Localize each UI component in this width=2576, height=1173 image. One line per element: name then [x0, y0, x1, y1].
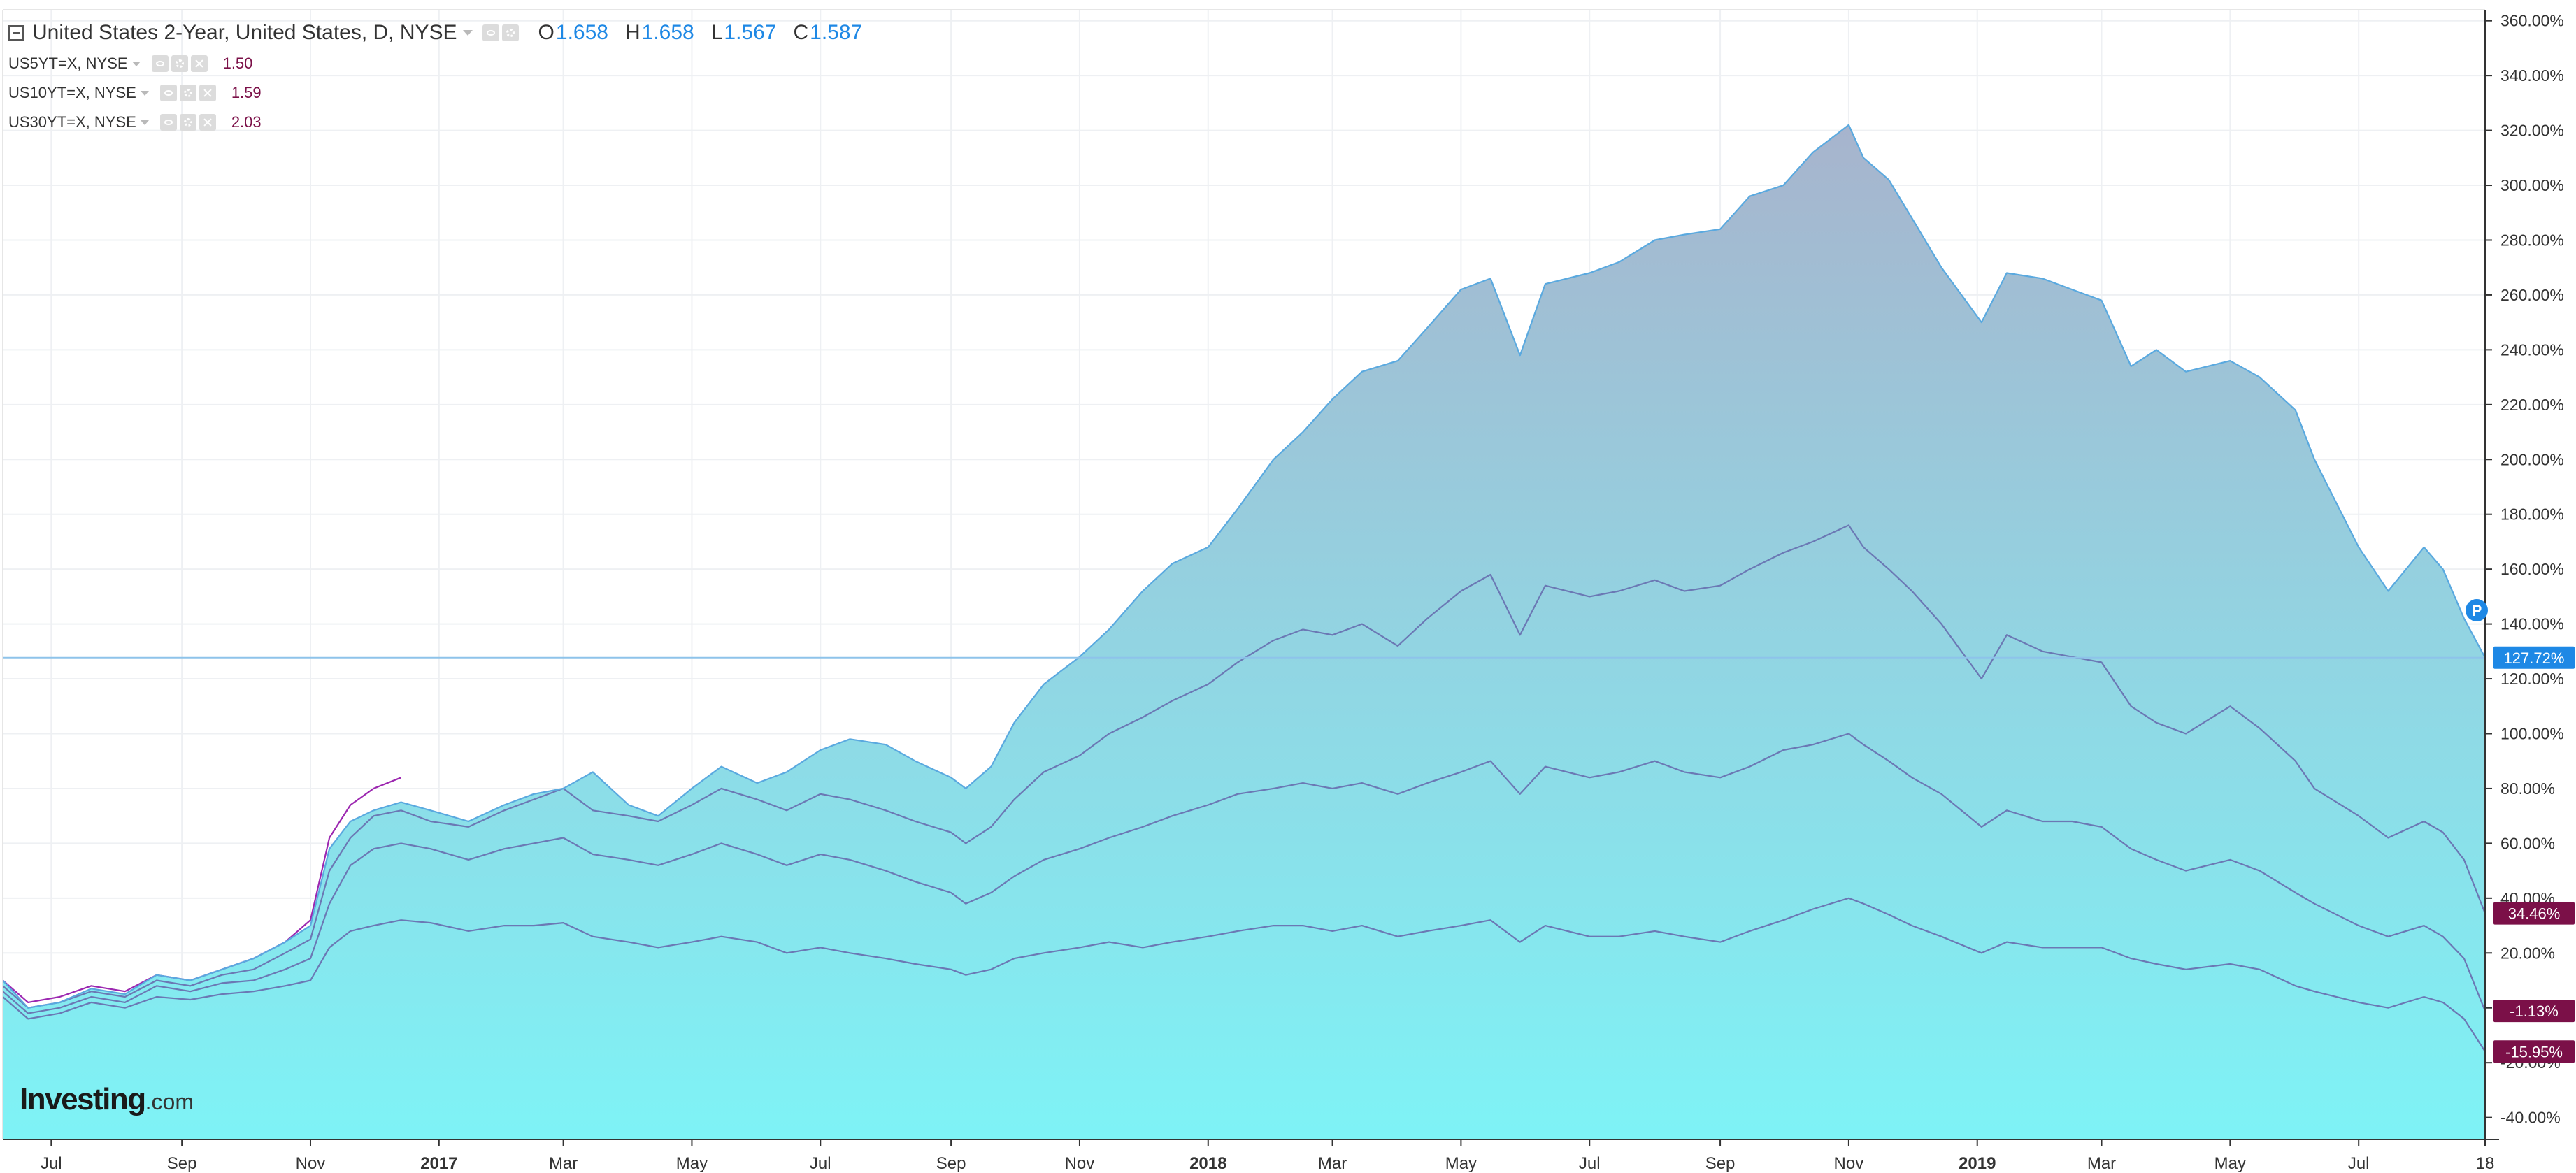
- low-label: L: [710, 21, 723, 44]
- chevron-down-icon[interactable]: [140, 120, 149, 125]
- high-value: 1.658: [641, 21, 694, 44]
- y-tick-label: 360.00%: [2500, 12, 2564, 30]
- series-line: [3, 524, 2485, 1009]
- price-badge-label: -1.13%: [2510, 1002, 2559, 1020]
- x-tick-label: May: [676, 1154, 708, 1173]
- x-tick-label: May: [1445, 1154, 1477, 1173]
- y-tick-label: 320.00%: [2500, 122, 2564, 140]
- investing-logo: Investing.com: [20, 1082, 194, 1117]
- price-badge: [2493, 1000, 2575, 1023]
- x-tick-label: Mar: [549, 1154, 578, 1173]
- eye-icon[interactable]: [159, 114, 177, 131]
- eye-icon[interactable]: [151, 55, 169, 72]
- high-label: H: [624, 21, 641, 44]
- x-tick-label: Sep: [1705, 1154, 1736, 1173]
- y-tick-label: 180.00%: [2500, 505, 2564, 524]
- price-badge: [2493, 1040, 2575, 1063]
- y-tick-label: 200.00%: [2500, 450, 2564, 468]
- price-badge-label: -15.95%: [2505, 1043, 2563, 1060]
- logo-text: Investing: [20, 1082, 146, 1116]
- low-value: 1.567: [724, 21, 777, 44]
- gear-icon[interactable]: [179, 85, 196, 101]
- x-tick-label: Jul: [2348, 1154, 2370, 1173]
- open-value: 1.658: [555, 21, 608, 44]
- legend-sub-row-us5yt[interactable]: US5YT=X, NYSE 1.50: [8, 49, 862, 78]
- legend-sub-row-us30yt[interactable]: US30YT=X, NYSE 2.03: [8, 108, 862, 137]
- close-icon[interactable]: [199, 114, 216, 131]
- frame-layer: [2, 9, 2499, 1146]
- p-marker-icon: [2466, 598, 2488, 621]
- price-badge: [2493, 902, 2575, 925]
- y-tick-label: 300.00%: [2500, 176, 2564, 194]
- x-tick-label: Mar: [2087, 1154, 2116, 1173]
- series-line: [3, 897, 2485, 1052]
- x-tick-label: 2019: [1959, 1154, 1996, 1173]
- x-tick-label: Sep: [167, 1154, 197, 1173]
- chevron-down-icon[interactable]: [462, 30, 473, 36]
- gear-icon[interactable]: [179, 114, 196, 131]
- y-tick-label: 60.00%: [2500, 834, 2555, 852]
- series-line: [3, 733, 2485, 1014]
- sub-series-value: 1.59: [231, 84, 262, 101]
- sub-series-value: 1.50: [222, 55, 253, 72]
- price-badge-label: 127.72%: [2504, 649, 2565, 667]
- close-label: C: [793, 21, 809, 44]
- gear-icon[interactable]: [171, 55, 188, 72]
- collapse-icon[interactable]: [8, 25, 24, 41]
- sub-series-name: US10YT=X, NYSE: [8, 84, 136, 101]
- series-line: [3, 124, 2485, 1009]
- x-tick-label: 2017: [420, 1154, 457, 1173]
- y-tick-label: 340.00%: [2500, 66, 2564, 85]
- x-tick-label: May: [2214, 1154, 2246, 1173]
- open-label: O: [538, 21, 554, 44]
- eye-icon[interactable]: [482, 24, 499, 41]
- close-icon[interactable]: [190, 55, 208, 72]
- sub-series-name: US30YT=X, NYSE: [8, 113, 136, 131]
- series-area-fill: [3, 124, 2485, 1139]
- y-tick-label: 220.00%: [2500, 396, 2564, 414]
- main-series-title: United States 2-Year, United States, D, …: [32, 21, 457, 44]
- chevron-down-icon[interactable]: [131, 61, 141, 66]
- badge-layer: 127.72% 34.46% -1.13% -15.95% P: [2466, 598, 2575, 1063]
- gear-icon[interactable]: [501, 24, 519, 41]
- sub-series-name: US5YT=X, NYSE: [8, 55, 128, 72]
- close-icon[interactable]: [199, 85, 216, 101]
- x-tick-label: Nov: [296, 1154, 326, 1173]
- price-badge-label: 34.46%: [2508, 905, 2561, 923]
- p-marker-label: P: [2472, 602, 2482, 619]
- x-tick-label: Mar: [1318, 1154, 1347, 1173]
- y-tick-label: 160.00%: [2500, 560, 2564, 578]
- x-tick-label: Sep: [936, 1154, 966, 1173]
- logo-suffix: .com: [145, 1089, 194, 1114]
- y-tick-label: 280.00%: [2500, 231, 2564, 249]
- y-tick-label: 140.00%: [2500, 615, 2564, 633]
- x-tick-label: 2018: [1189, 1154, 1226, 1173]
- legend-main-row[interactable]: United States 2-Year, United States, D, …: [8, 17, 862, 49]
- y-tick-label: 100.00%: [2500, 724, 2564, 742]
- price-badge: [2493, 646, 2575, 669]
- x-tick-label: Jul: [810, 1154, 831, 1173]
- x-tick-label: Nov: [1834, 1154, 1864, 1173]
- plot-layer: [3, 124, 2485, 1139]
- y-tick-label: 80.00%: [2500, 779, 2555, 798]
- eye-icon[interactable]: [159, 85, 177, 101]
- y-tick-label: -40.00%: [2500, 1109, 2561, 1127]
- x-tick-label: Nov: [1065, 1154, 1095, 1173]
- x-tick-label: Jul: [1579, 1154, 1601, 1173]
- x-tick-label: Jul: [41, 1154, 62, 1173]
- chevron-down-icon[interactable]: [140, 90, 149, 96]
- y-tick-label: 120.00%: [2500, 670, 2564, 688]
- legend: United States 2-Year, United States, D, …: [8, 17, 862, 137]
- y-tick-label: 260.00%: [2500, 286, 2564, 304]
- close-value: 1.587: [810, 21, 863, 44]
- legend-sub-row-us10yt[interactable]: US10YT=X, NYSE 1.59: [8, 78, 862, 108]
- sub-series-value: 2.03: [231, 113, 262, 131]
- y-tick-label: 20.00%: [2500, 944, 2555, 962]
- y-tick-label: 240.00%: [2500, 340, 2564, 359]
- x-tick-label: 18: [2476, 1154, 2495, 1173]
